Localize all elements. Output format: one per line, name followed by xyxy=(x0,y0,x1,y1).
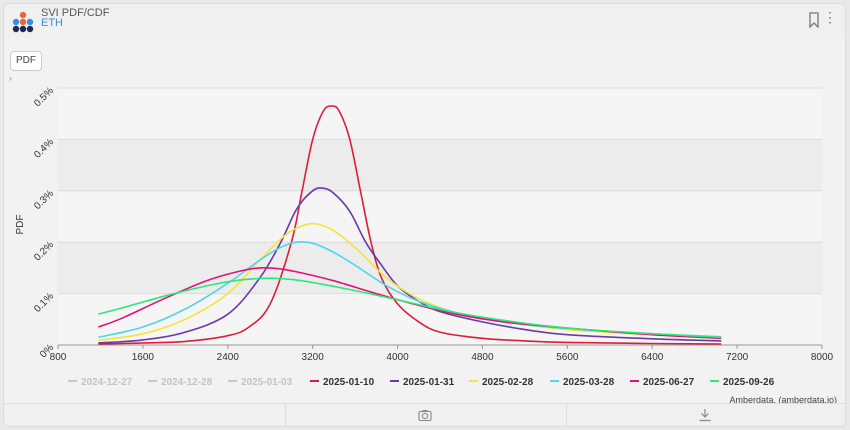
legend-item-2025-02-28[interactable]: 2025-02-28 xyxy=(469,377,534,388)
legend-item-2024-12-27[interactable]: 2024-12-27 xyxy=(68,377,133,388)
legend-label: 2025-06-27 xyxy=(643,377,695,388)
y-axis-label: PDF xyxy=(15,215,26,235)
y-tick-label: 0.3% xyxy=(32,188,56,212)
legend-item-2025-03-28[interactable]: 2025-03-28 xyxy=(550,377,615,388)
y-tick-label: 0.5% xyxy=(32,85,56,109)
legend-item-2025-01-31[interactable]: 2025-01-31 xyxy=(390,377,455,388)
download-icon[interactable] xyxy=(698,408,712,422)
card-header: SVI PDF/CDF ETH ⋮ xyxy=(4,4,845,38)
amberdata-logo-icon xyxy=(12,11,34,33)
x-tick-label: 800 xyxy=(50,352,67,363)
credit-text: Amberdata, (amberdata.io) xyxy=(729,395,837,405)
plot-band xyxy=(58,242,822,294)
footer-divider xyxy=(285,404,286,426)
card-footer xyxy=(4,403,845,426)
x-tick-label: 6400 xyxy=(641,352,664,363)
legend-label: 2025-09-26 xyxy=(723,377,775,388)
legend-label: 2025-02-28 xyxy=(482,377,534,388)
chart-title: SVI PDF/CDF xyxy=(41,7,110,19)
series-line-2025-01-31[interactable] xyxy=(98,187,722,344)
x-tick-label: 3200 xyxy=(302,352,325,363)
x-tick-label: 1600 xyxy=(132,352,155,363)
more-options-icon[interactable]: ⋮ xyxy=(823,9,837,25)
x-tick-label: 4000 xyxy=(386,352,409,363)
asset-subtitle: ETH xyxy=(41,17,63,29)
legend-label: 2024-12-27 xyxy=(81,377,133,388)
legend-item-2025-06-27[interactable]: 2025-06-27 xyxy=(630,377,695,388)
chevron-right-icon[interactable]: › xyxy=(9,74,12,83)
legend-item-2024-12-28[interactable]: 2024-12-28 xyxy=(148,377,213,388)
pdf-toggle-button[interactable]: PDF xyxy=(10,51,42,71)
x-tick-label: 4800 xyxy=(471,352,494,363)
legend-label: 2024-12-28 xyxy=(161,377,213,388)
plot-band xyxy=(58,88,822,140)
bookmark-icon[interactable] xyxy=(807,12,821,28)
legend-label: 2025-01-31 xyxy=(403,377,455,388)
camera-icon[interactable] xyxy=(418,408,432,422)
legend-item-2025-01-10[interactable]: 2025-01-10 xyxy=(310,377,375,388)
legend-label: 2025-01-03 xyxy=(241,377,293,388)
legend-label: 2025-03-28 xyxy=(563,377,615,388)
chart-card: SVI PDF/CDF ETH ⋮ PDF › amberdata 0%0.1%… xyxy=(3,3,846,427)
footer-divider xyxy=(566,404,567,426)
legend-item-2025-09-26[interactable]: 2025-09-26 xyxy=(710,377,775,388)
x-tick-label: 2400 xyxy=(217,352,240,363)
x-tick-label: 5600 xyxy=(556,352,579,363)
pdf-chart: amberdata 0%0.1%0.2%0.3%0.4%0.5%80016002… xyxy=(15,85,834,388)
y-tick-label: 0.4% xyxy=(32,137,56,161)
series-line-2025-01-10[interactable] xyxy=(98,105,722,345)
legend-item-2025-01-03[interactable]: 2025-01-03 xyxy=(228,377,293,388)
x-tick-label: 8000 xyxy=(811,352,834,363)
legend-label: 2025-01-10 xyxy=(323,377,375,388)
y-tick-label: 0.2% xyxy=(32,239,56,263)
y-tick-label: 0.1% xyxy=(32,291,56,315)
x-tick-label: 7200 xyxy=(726,352,749,363)
series-line-2025-09-26[interactable] xyxy=(98,277,722,339)
plot-band xyxy=(58,190,822,243)
plot-band xyxy=(58,139,822,191)
